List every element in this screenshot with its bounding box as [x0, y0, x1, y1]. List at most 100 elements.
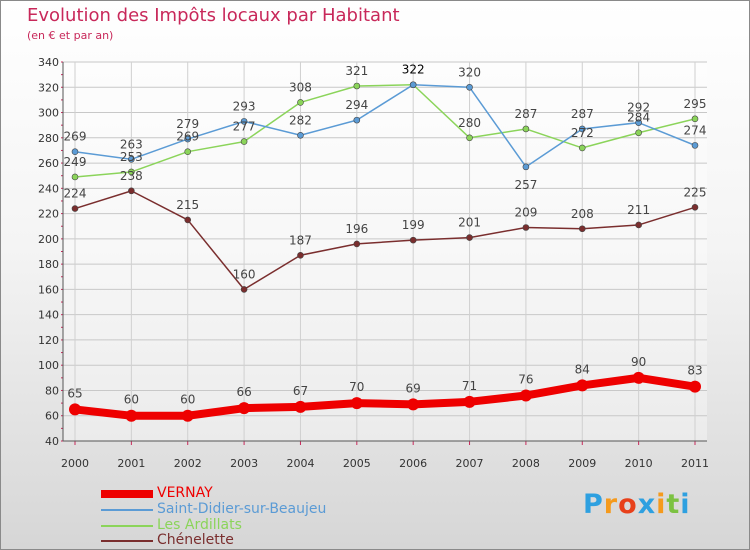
data-point-vernay [407, 398, 420, 411]
y-tick-label: 280 [38, 132, 59, 145]
y-tick-label: 300 [38, 107, 59, 120]
data-point-les-ardillats [635, 129, 642, 137]
data-label-chenelette: 187 [289, 233, 312, 247]
data-point-chenelette [353, 240, 361, 248]
y-tick-label: 180 [38, 258, 59, 271]
data-point-vernay [689, 380, 701, 393]
proxiti-logo: Proxiti [583, 489, 691, 520]
data-point-vernay [576, 379, 589, 392]
data-label-saint-didier-sur-beaujeu: 274 [684, 123, 707, 137]
data-point-saint-didier-sur-beaujeu [578, 125, 586, 133]
y-tick-label: 80 [45, 384, 59, 397]
data-label-saint-didier-sur-beaujeu: 320 [458, 65, 481, 79]
data-label-chenelette: 225 [684, 185, 707, 199]
y-tick-label: 160 [38, 283, 59, 296]
data-label-vernay: 67 [293, 384, 308, 398]
chart-subtitle: (en € et par an) [27, 29, 114, 42]
data-point-chenelette [240, 286, 248, 293]
logo-letter: t [666, 489, 681, 520]
data-label-vernay: 83 [687, 364, 702, 378]
data-label-saint-didier-sur-beaujeu: 269 [64, 130, 87, 144]
data-point-chenelette [522, 224, 530, 231]
data-point-chenelette [691, 203, 699, 211]
data-point-chenelette [409, 236, 417, 244]
legend-swatch-vernay [101, 490, 153, 498]
legend-label-saint-didier: Saint-Didier-sur-Beaujeu [157, 501, 327, 517]
data-point-les-ardillats [466, 134, 473, 142]
data-label-les-ardillats: 280 [458, 116, 481, 130]
data-label-saint-didier-sur-beaujeu: 263 [120, 137, 143, 151]
chart-title: Evolution des Impôts locaux par Habitant [27, 5, 400, 26]
data-label-les-ardillats: 308 [289, 80, 312, 94]
data-label-chenelette: 201 [458, 216, 481, 230]
data-label-les-ardillats: 272 [571, 126, 594, 140]
data-point-chenelette [184, 216, 192, 224]
data-point-les-ardillats [353, 82, 361, 90]
data-point-vernay [350, 397, 363, 410]
data-label-vernay: 69 [406, 381, 421, 395]
data-label-les-ardillats: 295 [684, 97, 707, 111]
data-point-vernay [632, 371, 645, 384]
data-point-vernay [181, 409, 194, 422]
data-point-les-ardillats [578, 144, 586, 152]
data-label-chenelette: 208 [571, 207, 594, 221]
data-point-les-ardillats [240, 138, 248, 145]
data-label-chenelette: 211 [627, 203, 650, 217]
y-tick-label: 120 [38, 334, 59, 347]
x-tick-label: 2011 [681, 457, 709, 470]
data-point-les-ardillats [297, 99, 304, 106]
data-label-saint-didier-sur-beaujeu: 257 [514, 178, 537, 192]
legend-swatch-saint-didier [101, 509, 153, 511]
x-tick-label: 2010 [625, 457, 653, 470]
series-line-vernay [71, 373, 699, 420]
data-label-les-ardillats: 287 [514, 107, 537, 121]
data-label-les-ardillats: 269 [176, 130, 199, 144]
data-point-chenelette [297, 251, 304, 259]
data-label-les-ardillats: 253 [120, 150, 143, 164]
data-point-les-ardillats [71, 173, 79, 181]
data-point-saint-didier-sur-beaujeu [297, 131, 304, 139]
data-label-saint-didier-sur-beaujeu: 287 [571, 107, 594, 121]
data-label-chenelette: 209 [514, 205, 537, 219]
data-point-vernay [463, 395, 476, 408]
data-label-les-ardillats: 277 [233, 120, 256, 134]
data-point-saint-didier-sur-beaujeu [71, 148, 79, 155]
y-tick-label: 100 [38, 359, 59, 372]
y-tick-label: 240 [38, 182, 59, 195]
data-label-saint-didier-sur-beaujeu: 279 [176, 117, 199, 131]
data-label-saint-didier-sur-beaujeu: 282 [289, 113, 312, 127]
data-point-vernay [238, 402, 251, 415]
data-label-chenelette: 199 [402, 218, 425, 232]
data-point-chenelette [71, 205, 79, 212]
data-label-chenelette: 160 [233, 267, 256, 281]
data-point-les-ardillats [691, 115, 699, 123]
legend-label-chenelette: Chénelette [157, 532, 234, 548]
data-point-saint-didier-sur-beaujeu [353, 116, 361, 124]
y-tick-label: 320 [38, 81, 59, 94]
data-label-vernay: 60 [124, 393, 139, 407]
data-point-les-ardillats [522, 125, 530, 133]
data-point-vernay [519, 389, 532, 402]
data-label-vernay: 71 [462, 379, 477, 393]
data-point-chenelette [128, 187, 135, 195]
series-line-les-ardillats [74, 83, 696, 178]
data-point-vernay [294, 400, 307, 413]
data-label-vernay: 60 [180, 393, 195, 407]
data-label-chenelette: 238 [120, 169, 143, 183]
data-point-les-ardillats [184, 148, 192, 155]
x-tick-label: 2006 [399, 457, 427, 470]
data-label-chenelette: 224 [64, 187, 87, 201]
y-tick-label: 220 [38, 208, 59, 221]
logo-letter: P [583, 489, 604, 520]
data-point-les-ardillats [128, 168, 135, 176]
data-point-saint-didier-sur-beaujeu [466, 83, 473, 91]
series-line-chenelette [74, 190, 696, 291]
data-label-vernay: 65 [67, 386, 82, 400]
y-tick-label: 40 [45, 435, 59, 448]
y-tick-label: 60 [45, 410, 59, 423]
x-tick-label: 2002 [174, 457, 202, 470]
data-point-saint-didier-sur-beaujeu [128, 155, 135, 163]
y-tick-label: 340 [38, 56, 59, 69]
data-label-les-ardillats: 321 [345, 64, 368, 78]
